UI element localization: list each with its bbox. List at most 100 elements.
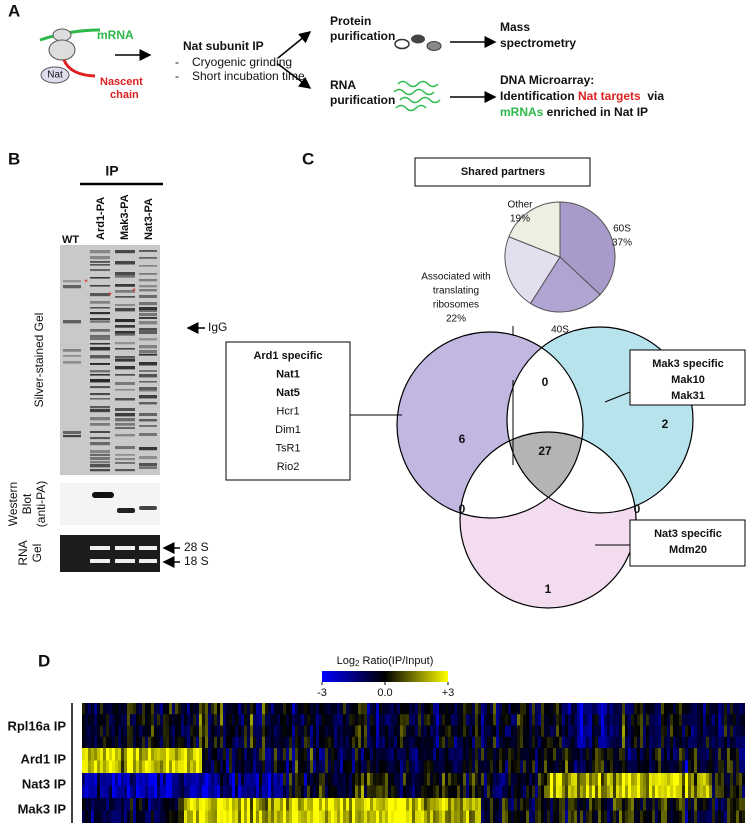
heatmap-cell <box>595 736 598 749</box>
heatmap-cell <box>373 760 376 774</box>
heatmap-cell <box>259 785 262 799</box>
heatmap-cell <box>517 798 520 811</box>
heatmap-cell <box>343 736 346 749</box>
gel-band <box>115 359 135 362</box>
heatmap-cell <box>589 760 592 774</box>
heatmap-cell <box>709 810 712 823</box>
heatmap-cell <box>127 810 130 823</box>
heatmap-cell <box>262 798 265 811</box>
gel-band <box>90 461 110 464</box>
heatmap-cell <box>112 703 115 715</box>
heatmap-cell <box>340 703 343 715</box>
heatmap-cell <box>715 714 718 726</box>
heatmap-cell <box>148 810 151 823</box>
heatmap-cell <box>361 748 364 761</box>
gel-band <box>115 304 135 307</box>
heatmap-cell <box>334 703 337 715</box>
heatmap-cell <box>391 714 394 726</box>
heatmap-cell <box>337 798 340 811</box>
heatmap-cell <box>403 703 406 715</box>
heatmap-cell <box>559 760 562 774</box>
heatmap-cell <box>133 703 136 715</box>
heatmap-cell <box>667 760 670 774</box>
heatmap-cell <box>313 760 316 774</box>
heatmap-cell <box>274 748 277 761</box>
heatmap-cell <box>103 736 106 749</box>
heatmap-cell <box>451 703 454 715</box>
heatmap-cell <box>625 748 628 761</box>
heatmap-cell <box>394 714 397 726</box>
heatmap-cell <box>736 798 739 811</box>
heatmap-cell <box>349 773 352 786</box>
colorbar <box>322 671 448 682</box>
heatmap-cell <box>142 810 145 823</box>
heatmap-cell <box>160 725 163 738</box>
heatmap-cell <box>235 748 238 761</box>
heatmap-cell <box>703 725 706 738</box>
heatmap-cell <box>232 785 235 799</box>
heatmap-cell <box>358 703 361 715</box>
heatmap-cell <box>463 748 466 761</box>
heatmap-cell <box>709 798 712 811</box>
heatmap-cell <box>706 703 709 715</box>
heatmap-cell <box>358 773 361 786</box>
heatmap-cell <box>700 714 703 726</box>
heatmap-cell <box>577 798 580 811</box>
heatmap-cell <box>205 748 208 761</box>
heatmap-cell <box>643 773 646 786</box>
heatmap-cell <box>172 725 175 738</box>
heatmap-cell <box>694 725 697 738</box>
heatmap-cell <box>241 748 244 761</box>
heatmap-cell <box>562 810 565 823</box>
heatmap-cell <box>475 760 478 774</box>
heatmap-cell <box>157 773 160 786</box>
heatmap-cell <box>625 798 628 811</box>
heatmap-cell <box>118 725 121 738</box>
heatmap-cell <box>301 760 304 774</box>
text: Nat targets <box>578 89 641 103</box>
gel-band <box>90 370 110 373</box>
heatmap-cell <box>412 798 415 811</box>
heatmap-cell <box>145 785 148 799</box>
heatmap-cell <box>151 736 154 749</box>
heatmap-cell <box>628 736 631 749</box>
heatmap-cell <box>163 773 166 786</box>
heatmap-cell <box>307 773 310 786</box>
gel-band <box>115 348 135 350</box>
heatmap-cell <box>310 736 313 749</box>
heatmap-cell <box>529 773 532 786</box>
heatmap-cell <box>250 773 253 786</box>
heatmap-cell <box>388 714 391 726</box>
heatmap-cell <box>715 810 718 823</box>
heatmap-cell <box>673 703 676 715</box>
heatmap-cell <box>109 736 112 749</box>
heatmap-cell <box>397 703 400 715</box>
heatmap-cell <box>244 798 247 811</box>
heatmap-cell <box>475 736 478 749</box>
heatmap-cell <box>496 703 499 715</box>
heatmap-cell <box>391 748 394 761</box>
heatmap-cell <box>208 714 211 726</box>
heatmap-cell <box>583 736 586 749</box>
heatmap-cell <box>136 725 139 738</box>
heatmap-cell <box>592 760 595 774</box>
heatmap-cell <box>580 798 583 811</box>
heatmap-cell <box>646 760 649 774</box>
ribosome-large <box>48 39 76 61</box>
heatmap-cell <box>430 714 433 726</box>
heatmap-cell <box>253 760 256 774</box>
heatmap-cell <box>427 748 430 761</box>
heatmap-cell <box>217 703 220 715</box>
heatmap-cell <box>367 810 370 823</box>
heatmap-cell <box>589 736 592 749</box>
heatmap-cell <box>625 773 628 786</box>
heatmap-cell <box>499 725 502 738</box>
heatmap-cell <box>385 736 388 749</box>
heatmap-cell <box>505 714 508 726</box>
heatmap-cell <box>178 703 181 715</box>
heatmap-cell <box>712 736 715 749</box>
heatmap-cell <box>367 725 370 738</box>
heatmap-cell <box>307 798 310 811</box>
heatmap-cell <box>568 748 571 761</box>
heatmap-cell <box>595 810 598 823</box>
